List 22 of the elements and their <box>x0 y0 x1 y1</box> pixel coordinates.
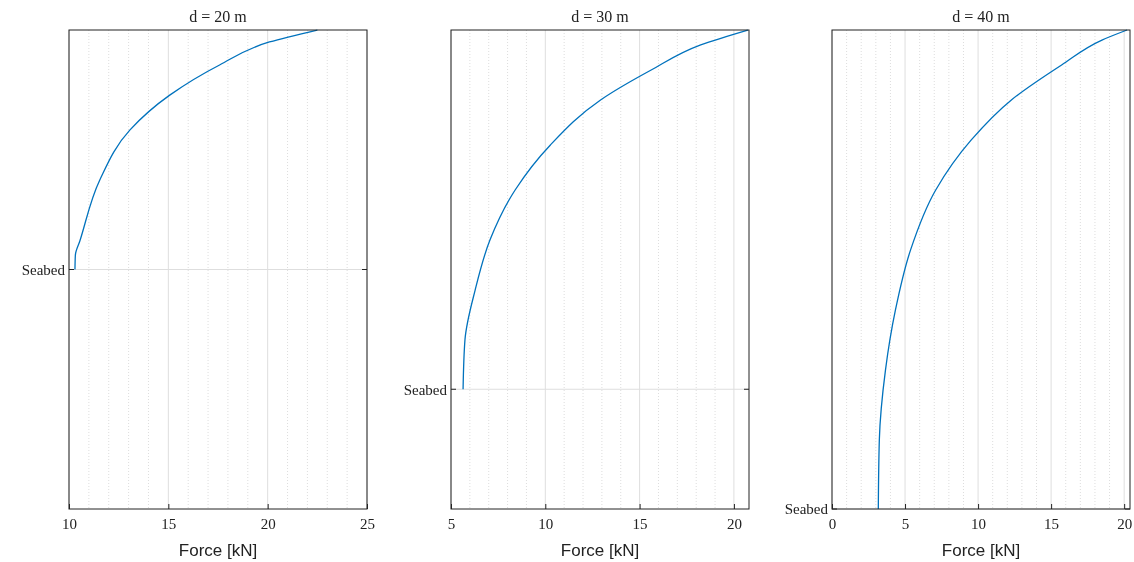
chart-title: d = 20 m <box>189 8 248 25</box>
x-tick-label: 10 <box>971 515 987 532</box>
chart-title: d = 40 m <box>952 8 1011 25</box>
x-tick-label: 10 <box>62 515 77 532</box>
x-axis-title: Force [kN] <box>178 541 258 560</box>
x-tick-label: 20 <box>726 515 742 532</box>
x-axis-title: Force [kN] <box>560 541 640 560</box>
x-tick-label: 10 <box>538 515 554 532</box>
ref-line-label: Seabed <box>21 261 66 278</box>
x-tick-label: 15 <box>1044 515 1060 532</box>
x-tick-label: 25 <box>360 515 375 532</box>
x-tick-label: 5 <box>901 515 910 532</box>
x-tick-label: 20 <box>260 515 276 532</box>
x-tick-label: 5 <box>447 515 456 532</box>
x-tick-label: 0 <box>828 515 837 532</box>
x-tick-label: 20 <box>1117 515 1133 532</box>
chart-title: d = 30 m <box>571 8 630 25</box>
x-axis-title: Force [kN] <box>941 541 1021 560</box>
ref-line-label: Seabed <box>403 381 448 398</box>
x-tick-label: 15 <box>161 515 177 532</box>
x-tick-label: 15 <box>632 515 648 532</box>
ref-line-label: Seabed <box>784 501 829 518</box>
